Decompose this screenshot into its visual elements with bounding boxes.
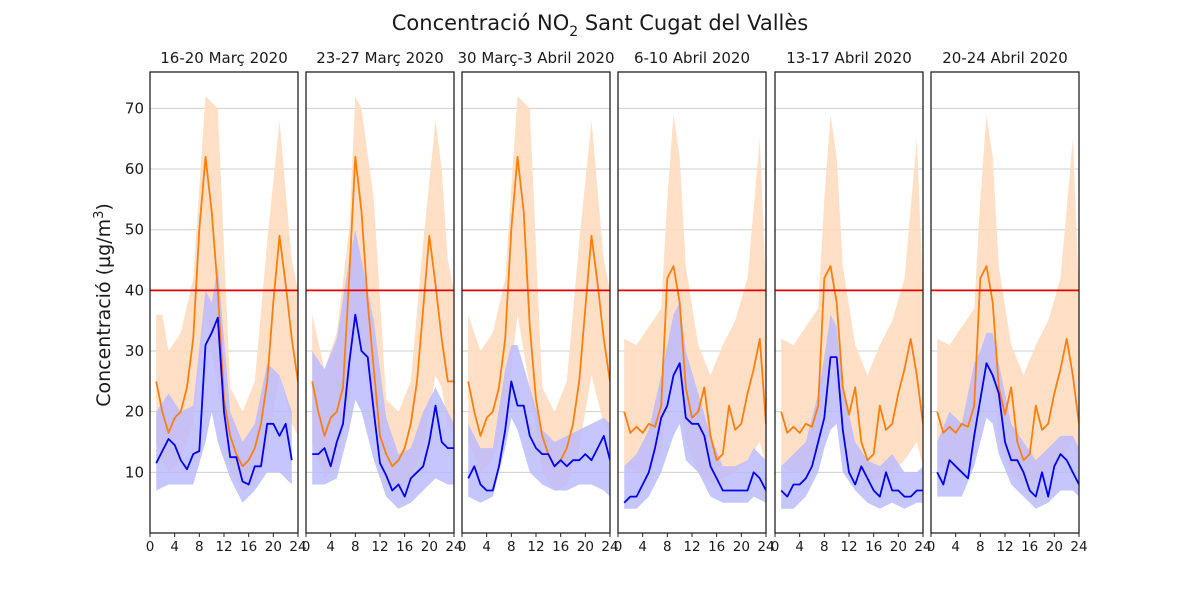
blue-range-band bbox=[468, 345, 610, 503]
x-tick-label: 16 bbox=[865, 539, 882, 555]
x-tick-label: 20 bbox=[421, 539, 438, 555]
x-tick-label: 16 bbox=[240, 539, 257, 555]
panel-6: 20-24 Abril 2020 0 4 8 12 16 20 24 bbox=[927, 49, 1088, 555]
x-tick-label: 16 bbox=[396, 539, 413, 555]
x-tick-label: 12 bbox=[371, 539, 388, 555]
y-tick-label: 20 bbox=[125, 403, 144, 421]
panel-3: 30 Març-3 Abril 2020 0 4 8 12 16 20 24 bbox=[457, 49, 618, 555]
panel-plot-area bbox=[931, 107, 1079, 509]
panel-plot-area bbox=[306, 96, 454, 509]
x-tick-label: 16 bbox=[552, 539, 569, 555]
y-tick-label: 70 bbox=[125, 99, 144, 117]
blue-range-band bbox=[624, 302, 766, 509]
panel-2: 23-27 Març 2020 0 4 8 12 16 20 24 bbox=[302, 49, 463, 555]
panel-title: 16-20 Març 2020 bbox=[160, 49, 288, 67]
x-tick-label: 4 bbox=[795, 539, 804, 555]
blue-series-line bbox=[155, 316, 293, 486]
x-tick-label: 12 bbox=[527, 539, 544, 555]
orange-series-line bbox=[311, 155, 454, 468]
y-tick-label: 10 bbox=[125, 463, 144, 481]
panel-title: 30 Març-3 Abril 2020 bbox=[457, 49, 614, 67]
x-tick-label: 16 bbox=[1021, 539, 1038, 555]
x-tick-label: 12 bbox=[683, 539, 700, 555]
x-tick-label: 4 bbox=[170, 539, 179, 555]
x-tick-label: 0 bbox=[458, 539, 467, 555]
orange-series-line bbox=[623, 265, 766, 462]
x-tick-label: 4 bbox=[482, 539, 491, 555]
x-tick-label: 20 bbox=[890, 539, 907, 555]
blue-series-line bbox=[312, 313, 454, 498]
panel-title: 23-27 Març 2020 bbox=[316, 49, 444, 67]
x-tick-label: 24 bbox=[757, 539, 774, 555]
x-tick-label: 12 bbox=[840, 539, 857, 555]
panel-title: 6-10 Abril 2020 bbox=[634, 49, 750, 67]
x-tick-label: 20 bbox=[733, 539, 750, 555]
blue-series-line bbox=[780, 356, 923, 498]
y-tick-label: 30 bbox=[125, 342, 144, 360]
panel-4: 6-10 Abril 2020 0 4 8 12 16 20 24 bbox=[614, 49, 775, 555]
orange-series-line bbox=[467, 155, 610, 468]
x-tick-label: 12 bbox=[215, 539, 232, 555]
panel-plot-area bbox=[775, 107, 923, 509]
x-tick-label: 20 bbox=[265, 539, 282, 555]
x-tick-label: 24 bbox=[445, 539, 462, 555]
x-tick-label: 12 bbox=[996, 539, 1013, 555]
panel-title: 20-24 Abril 2020 bbox=[942, 49, 1068, 67]
x-tick-label: 0 bbox=[927, 539, 936, 555]
panel-plot-area bbox=[150, 96, 298, 503]
x-tick-label: 8 bbox=[195, 539, 204, 555]
orange-series-line bbox=[780, 265, 923, 462]
x-tick-label: 0 bbox=[771, 539, 780, 555]
y-tick-label: 40 bbox=[125, 281, 144, 299]
x-tick-label: 24 bbox=[1070, 539, 1087, 555]
y-tick-label: 50 bbox=[125, 221, 144, 239]
x-tick-label: 24 bbox=[914, 539, 931, 555]
panel-1: 16-20 Març 2020 0 4 8 12 16 20 24 bbox=[146, 49, 307, 555]
x-tick-label: 0 bbox=[614, 539, 623, 555]
panel-title: 13-17 Abril 2020 bbox=[786, 49, 912, 67]
x-tick-label: 8 bbox=[507, 539, 516, 555]
x-tick-label: 24 bbox=[601, 539, 618, 555]
x-tick-label: 4 bbox=[951, 539, 960, 555]
x-tick-label: 4 bbox=[638, 539, 647, 555]
orange-range-band bbox=[781, 114, 923, 485]
panel-5: 13-17 Abril 2020 0 4 8 12 16 20 24 bbox=[771, 49, 932, 555]
orange-series-line bbox=[155, 155, 298, 468]
chart-title: Concentració NO2 Sant Cugat del Vallès bbox=[392, 11, 808, 40]
x-tick-label: 24 bbox=[289, 539, 306, 555]
panel-plot-area bbox=[618, 107, 766, 509]
orange-series-line bbox=[936, 265, 1079, 462]
blue-range-band bbox=[937, 332, 1079, 509]
blue-series-line bbox=[467, 380, 610, 492]
x-tick-label: 16 bbox=[708, 539, 725, 555]
x-tick-label: 20 bbox=[577, 539, 594, 555]
y-tick-label: 60 bbox=[125, 160, 144, 178]
blue-range-band bbox=[781, 314, 923, 509]
x-tick-label: 8 bbox=[976, 539, 985, 555]
x-tick-label: 4 bbox=[326, 539, 335, 555]
x-tick-label: 0 bbox=[302, 539, 311, 555]
y-axis-label: Concentració (µg/m3) bbox=[92, 203, 115, 407]
x-tick-label: 8 bbox=[351, 539, 360, 555]
blue-series-line bbox=[623, 362, 766, 504]
panel-plot-area bbox=[462, 96, 610, 503]
x-tick-label: 20 bbox=[1046, 539, 1063, 555]
x-tick-label: 8 bbox=[820, 539, 829, 555]
x-tick-label: 8 bbox=[663, 539, 672, 555]
x-tick-label: 0 bbox=[146, 539, 155, 555]
blue-series-line bbox=[936, 362, 1079, 498]
